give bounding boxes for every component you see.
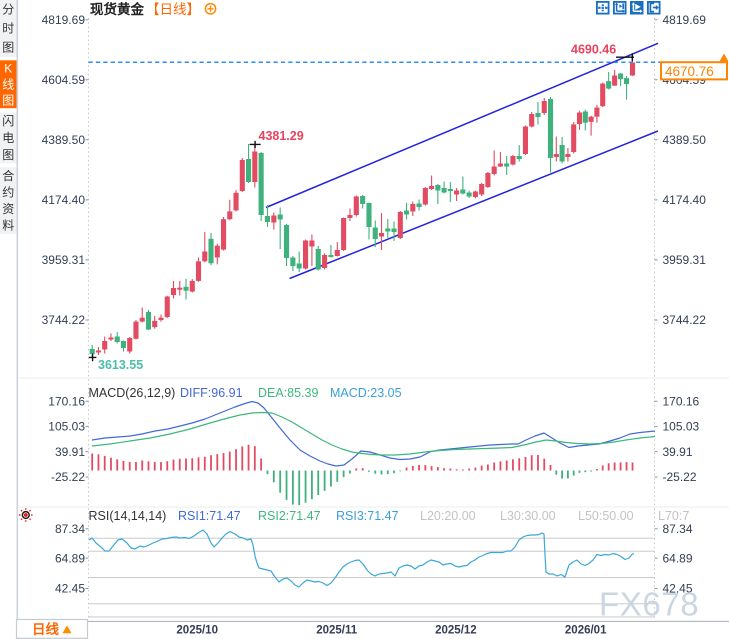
svg-text:电: 电 — [2, 131, 14, 145]
svg-text:RSI1:71.47: RSI1:71.47 — [178, 509, 241, 523]
svg-text:4690.46: 4690.46 — [571, 43, 616, 57]
svg-text:39.91: 39.91 — [663, 445, 693, 459]
svg-text:3959.31: 3959.31 — [42, 253, 86, 267]
svg-text:线: 线 — [2, 78, 14, 92]
svg-text:87.34: 87.34 — [55, 522, 85, 536]
svg-text:分: 分 — [2, 3, 14, 17]
svg-text:RSI3:71.47: RSI3:71.47 — [336, 509, 399, 523]
svg-text:闪: 闪 — [2, 114, 14, 128]
svg-text:4174.40: 4174.40 — [42, 193, 86, 207]
svg-text:64.89: 64.89 — [663, 551, 693, 565]
svg-text:2025/10: 2025/10 — [176, 625, 218, 637]
svg-text:FX678: FX678 — [599, 586, 699, 623]
svg-text:图: 图 — [2, 41, 14, 55]
svg-text:RSI2:71.47: RSI2:71.47 — [258, 509, 321, 523]
svg-text:图: 图 — [2, 148, 14, 162]
svg-text:MACD(26,12,9): MACD(26,12,9) — [89, 386, 176, 400]
svg-text:L50:50.00: L50:50.00 — [578, 509, 634, 523]
svg-text:K: K — [4, 62, 12, 76]
svg-text:105.03: 105.03 — [663, 420, 700, 434]
svg-text:4174.40: 4174.40 — [663, 193, 707, 207]
svg-text:170.16: 170.16 — [48, 395, 85, 409]
svg-text:3613.55: 3613.55 — [98, 358, 143, 372]
svg-text:39.91: 39.91 — [55, 445, 85, 459]
svg-text:4819.69: 4819.69 — [42, 13, 86, 27]
svg-text:2025/12: 2025/12 — [435, 625, 477, 637]
svg-text:现货黄金: 现货黄金 — [90, 1, 144, 17]
svg-text:-25.22: -25.22 — [51, 470, 85, 484]
svg-text:图: 图 — [2, 93, 14, 107]
svg-text:L30:30.00: L30:30.00 — [500, 509, 556, 523]
svg-text:【日线】: 【日线】 — [146, 2, 200, 17]
svg-text:料: 料 — [2, 219, 14, 233]
svg-text:约: 约 — [2, 184, 14, 199]
svg-text:DIFF:96.91: DIFF:96.91 — [180, 386, 243, 400]
svg-text:2025/11: 2025/11 — [316, 625, 358, 637]
svg-text:3744.22: 3744.22 — [42, 313, 86, 327]
svg-text:42.45: 42.45 — [663, 582, 693, 596]
svg-text:105.03: 105.03 — [48, 420, 85, 434]
svg-text:-25.22: -25.22 — [663, 470, 697, 484]
svg-text:合: 合 — [2, 168, 14, 183]
svg-text:64.89: 64.89 — [55, 551, 85, 565]
svg-text:资: 资 — [2, 202, 14, 216]
svg-text:MACD:23.05: MACD:23.05 — [330, 386, 402, 400]
svg-text:4604.59: 4604.59 — [42, 73, 86, 87]
svg-text:4670.76: 4670.76 — [665, 64, 714, 79]
svg-text:42.45: 42.45 — [55, 582, 85, 596]
svg-text:4381.29: 4381.29 — [259, 129, 304, 143]
svg-text:RSI(14,14,14): RSI(14,14,14) — [89, 509, 167, 523]
svg-text:时: 时 — [2, 22, 14, 36]
svg-text:DEA:85.39: DEA:85.39 — [258, 386, 319, 400]
svg-text:日线: 日线 — [32, 621, 59, 637]
svg-text:3744.22: 3744.22 — [663, 313, 707, 327]
svg-text:L70:7: L70:7 — [658, 509, 689, 523]
svg-text:4389.50: 4389.50 — [663, 133, 707, 147]
svg-text:170.16: 170.16 — [663, 395, 700, 409]
svg-text:3959.31: 3959.31 — [663, 253, 707, 267]
svg-text:4389.50: 4389.50 — [42, 133, 86, 147]
svg-text:87.34: 87.34 — [663, 522, 693, 536]
svg-text:2026/01: 2026/01 — [565, 625, 607, 637]
svg-text:4819.69: 4819.69 — [663, 13, 707, 27]
svg-text:L20:20.00: L20:20.00 — [420, 509, 476, 523]
